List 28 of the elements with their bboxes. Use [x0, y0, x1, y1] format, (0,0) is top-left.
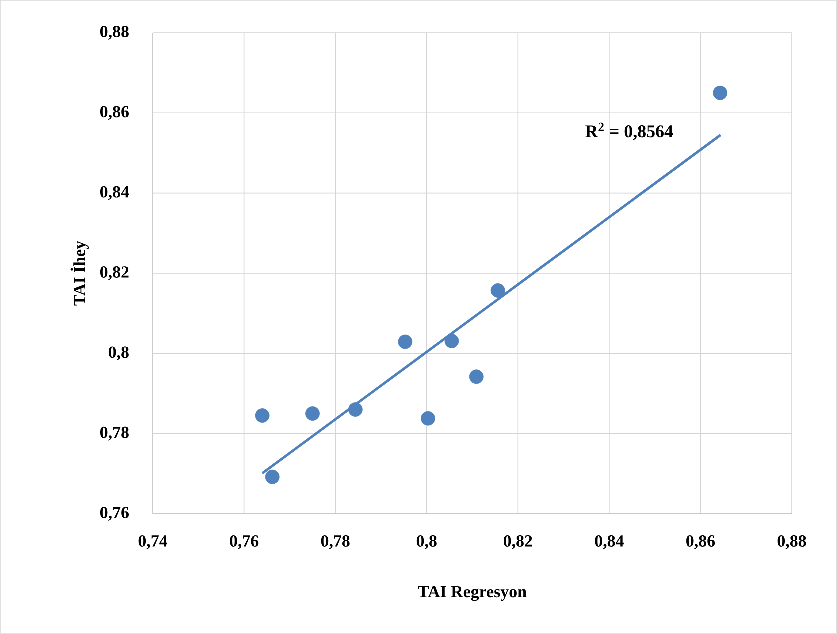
- y-tick-label: 0,86: [100, 106, 129, 120]
- point: [306, 406, 320, 421]
- point: [255, 408, 270, 423]
- y-tick-label: 0,78: [100, 426, 129, 441]
- y-tick-label: 0,8: [108, 346, 129, 361]
- y-axis-title: TAI İhey: [70, 241, 90, 306]
- point: [398, 334, 413, 350]
- x-tick-label: 0,76: [230, 536, 259, 550]
- y-tick-label: 0,76: [100, 507, 129, 521]
- y-tick-label: 0,82: [100, 266, 129, 280]
- point: [490, 284, 506, 298]
- point: [444, 334, 460, 348]
- point: [469, 370, 484, 384]
- annotation: R$^{2}$ = 0,8564: [586, 122, 674, 140]
- y-tick-label: 0,84: [100, 186, 130, 200]
- point: [421, 411, 436, 426]
- x-tick-label: 0,74: [138, 536, 168, 550]
- point: [348, 402, 363, 417]
- x-tick-label: 0,88: [778, 536, 806, 550]
- x-tick-label: 0,86: [686, 536, 716, 550]
- x-tick-label: 0,82: [504, 536, 532, 550]
- x-axis-title: TAI Regresyon: [418, 586, 527, 602]
- point: [713, 86, 728, 100]
- point: [265, 470, 280, 484]
- y-tick-label: 0,88: [100, 26, 129, 40]
- x-tick-label: 0,78: [321, 536, 350, 550]
- x-tick-label: 0,8: [416, 536, 437, 550]
- x-tick-label: 0,84: [595, 536, 624, 550]
